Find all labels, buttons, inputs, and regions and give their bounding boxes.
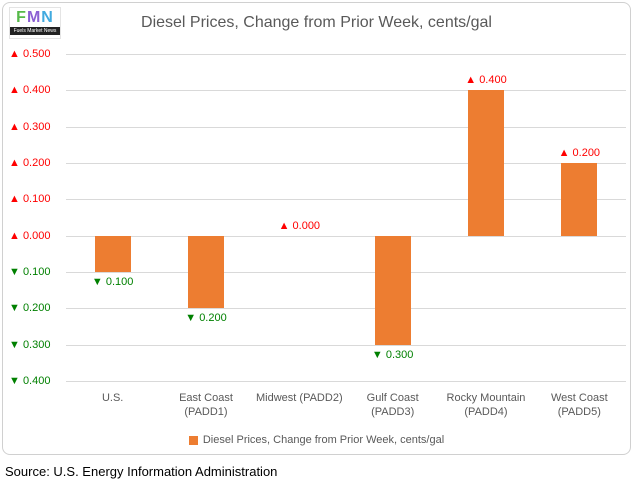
x-tick-line: Midwest (PADD2) [256, 392, 343, 404]
x-tick-line: (PADD5) [557, 406, 601, 418]
y-tick-label: ▼ 0.200 [9, 302, 51, 315]
x-tick-line: Gulf Coast [366, 392, 419, 404]
y-tick-label: ▼ 0.300 [9, 338, 51, 351]
legend: Diesel Prices, Change from Prior Week, c… [3, 434, 630, 446]
x-tick-line: East Coast [179, 392, 233, 404]
fmn-logo-letters: FMN [16, 8, 54, 27]
y-tick-label: ▲ 0.100 [9, 193, 51, 206]
chart-card: FMN Fuels Market News Diesel Prices, Cha… [2, 2, 631, 455]
logo-letter: F [16, 9, 27, 26]
y-tick-label: ▲ 0.000 [9, 229, 51, 242]
data-label: ▲ 0.000 [278, 219, 321, 232]
x-tick-label: Gulf Coast (PADD3) [346, 391, 439, 419]
x-tick-label: East Coast (PADD1) [159, 391, 252, 419]
x-tick-label: U.S. [66, 391, 159, 405]
gridline [66, 308, 626, 310]
y-tick-label: ▲ 0.500 [9, 48, 51, 60]
x-tick-line: (PADD1) [184, 406, 228, 418]
fmn-logo: FMN Fuels Market News [9, 7, 61, 39]
bar-rocky-mountain-padd4 [468, 90, 504, 236]
x-tick-line: U.S. [101, 392, 124, 404]
bar-east-coast-padd1 [188, 235, 224, 309]
y-tick-label: ▲ 0.400 [9, 84, 51, 97]
bar-west-coast-padd5 [561, 163, 598, 236]
x-tick-label: Midwest (PADD2) [253, 391, 346, 405]
legend-marker-square [188, 435, 198, 445]
bar-gulf-coast-padd3 [374, 235, 411, 345]
gridline [66, 235, 626, 237]
x-tick-label: Rocky Mountain (PADD4) [439, 391, 532, 419]
x-tick-line: (PADD4) [464, 406, 508, 418]
logo-letter: M [26, 9, 42, 26]
y-tick-label: ▲ 0.300 [9, 120, 51, 133]
data-label: ▼ 0.300 [371, 348, 414, 361]
y-tick-label: ▲ 0.200 [9, 157, 51, 169]
gridline [66, 344, 626, 346]
y-tick-label: ▼ 0.400 [9, 375, 51, 387]
data-label: ▲ 0.400 [465, 74, 507, 87]
gridline [66, 54, 626, 55]
fmn-logo-subtitle: Fuels Market News [10, 27, 60, 35]
gridline [66, 90, 626, 92]
x-tick-line: (PADD3) [371, 406, 415, 418]
x-tick-line: Rocky Mountain [446, 392, 526, 404]
x-tick-line: West Coast [550, 392, 608, 404]
data-label: ▼ 0.100 [91, 276, 134, 288]
gridline [66, 126, 626, 128]
data-label: ▼ 0.200 [185, 312, 227, 325]
x-tick-label: West Coast (PADD5) [533, 391, 626, 419]
legend-label: Diesel Prices, Change from Prior Week, c… [202, 434, 445, 446]
bar-u-s [94, 235, 131, 272]
gridline [66, 272, 626, 273]
gridline [66, 199, 626, 201]
logo-letter: N [41, 9, 54, 26]
y-tick-label: ▼ 0.100 [9, 266, 51, 278]
gridline [66, 163, 626, 164]
chart-title: Diesel Prices, Change from Prior Week, c… [141, 14, 492, 31]
data-label: ▲ 0.200 [558, 147, 601, 159]
gridline [66, 381, 626, 382]
source-note: Source: U.S. Energy Information Administ… [5, 464, 278, 479]
